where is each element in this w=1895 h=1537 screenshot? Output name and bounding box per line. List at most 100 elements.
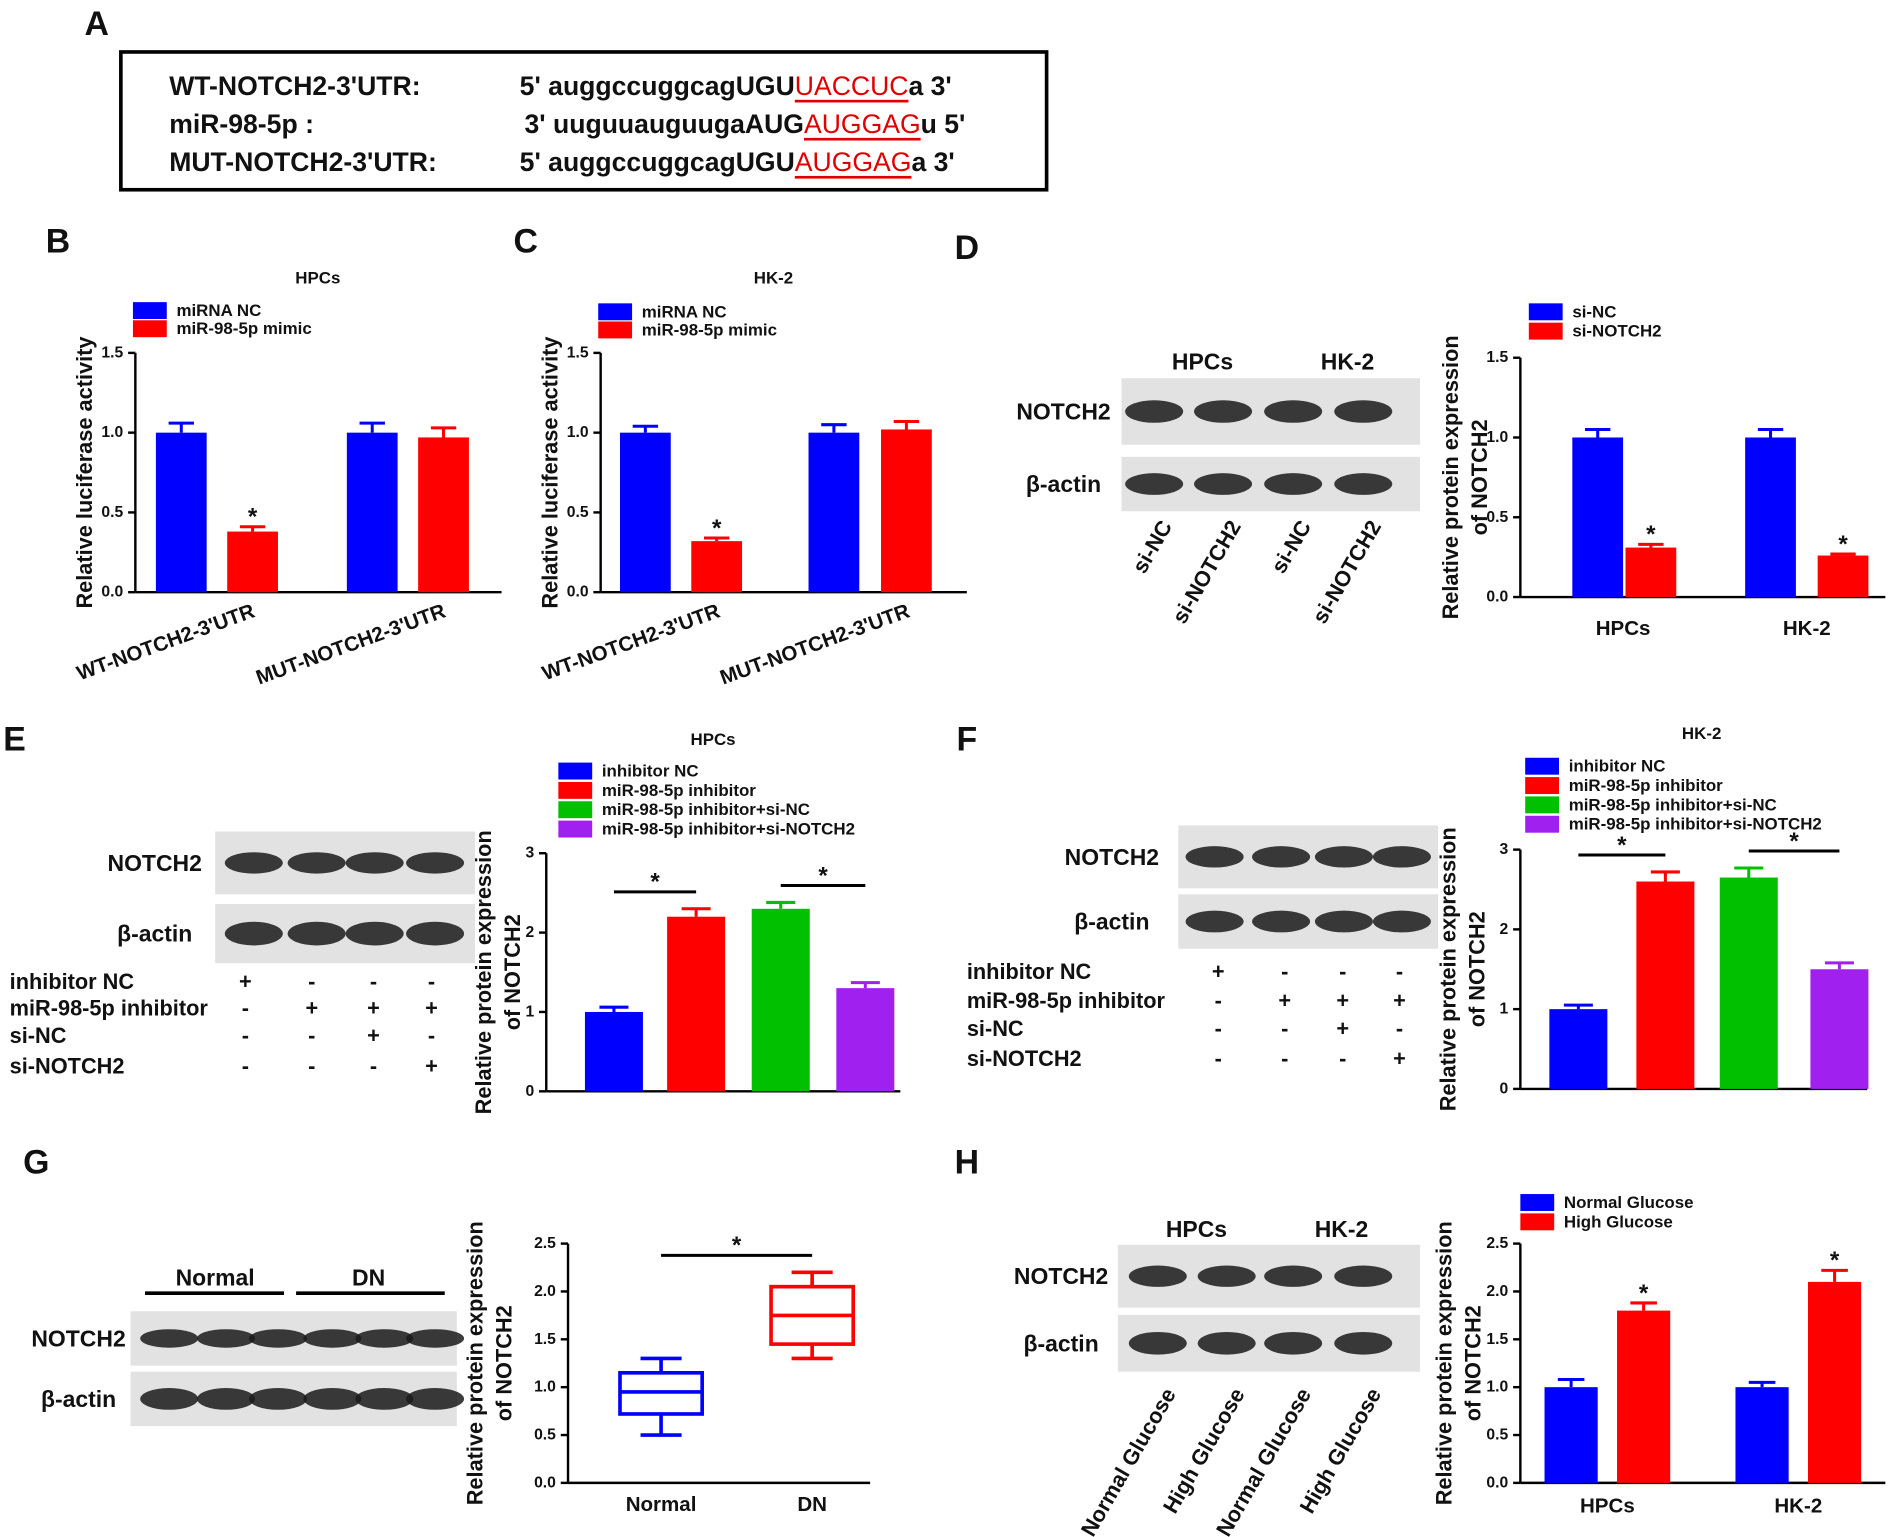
y-tick-label: 2.5 <box>534 1235 556 1252</box>
y-tick-label: 0 <box>1500 1080 1509 1097</box>
blot-band <box>1314 910 1373 933</box>
sequence-part: 5' auggccuggcagUGU <box>520 147 795 177</box>
legend-label: miR-98-5p inhibitor+si-NOTCH2 <box>602 820 855 839</box>
error-bar <box>430 426 457 438</box>
sequence-label: WT-NOTCH2-3'UTR: <box>169 71 420 101</box>
sequence: 5' auggccuggcagUGUAUGGAGa 3' <box>520 147 955 177</box>
row-label: β-actin <box>1074 909 1149 935</box>
error-bar <box>632 424 659 433</box>
error-bar <box>1821 1268 1848 1282</box>
condition-sign: - <box>1215 988 1222 1013</box>
y-axis-label: Relative protein expression <box>1432 1221 1457 1505</box>
blot-band <box>1128 1331 1187 1355</box>
blot-band <box>196 1329 256 1348</box>
error-bar <box>766 900 796 909</box>
blot-band <box>1372 846 1431 868</box>
y-tick-label: 1.5 <box>101 344 123 361</box>
legend-swatch <box>1525 815 1560 833</box>
bar <box>1617 1310 1671 1483</box>
bar <box>619 432 671 593</box>
y-axis-label: Relative luciferase activity <box>72 337 97 609</box>
condition-label: si-NC <box>967 1016 1024 1041</box>
legend-label: miR-98-5p mimic <box>176 319 311 338</box>
blot-band <box>345 921 404 946</box>
bar <box>1572 437 1624 598</box>
y-tick-label: 1.5 <box>1486 349 1508 366</box>
y-tick-label: 1.5 <box>534 1331 556 1348</box>
bar <box>1719 877 1778 1089</box>
condition-sign: - <box>242 1023 249 1048</box>
y-tick-label: 0.0 <box>101 584 123 601</box>
lane-label: si-NC <box>1266 516 1316 578</box>
bar <box>1810 969 1869 1089</box>
legend-swatch <box>558 820 593 838</box>
sequence: 5' auggccuggcagUGUUACCUCa 3' <box>520 71 952 101</box>
blot-band <box>1334 400 1393 423</box>
y-tick-label: 1.0 <box>101 424 123 441</box>
condition-sign: + <box>367 995 380 1020</box>
sequence: 3' uuguuauguugaAUGAUGGAGu 5' <box>525 109 966 139</box>
blot-band <box>1264 400 1323 423</box>
y-tick-label: 1.0 <box>534 1379 556 1396</box>
y-tick-label: 2.5 <box>1486 1235 1508 1252</box>
y-tick-label: 2 <box>525 924 534 941</box>
legend-label: si-NOTCH2 <box>1572 322 1661 341</box>
legend-label: miR-98-5p mimic <box>642 320 777 339</box>
error-bar <box>1824 961 1854 970</box>
blot-band <box>1264 1331 1323 1355</box>
legend-label: Normal Glucose <box>1564 1193 1694 1212</box>
y-axis-label: of NOTCH2 <box>500 914 525 1030</box>
blot-band <box>140 1388 199 1410</box>
bar <box>881 429 932 593</box>
panel-letter: B <box>46 223 70 261</box>
y-tick-label: 0.5 <box>1486 1427 1508 1444</box>
blot-band <box>1264 473 1323 495</box>
significance-label: * <box>1646 521 1656 548</box>
significance-label: * <box>818 862 828 889</box>
condition-sign: + <box>1336 988 1349 1013</box>
y-tick-label: 2 <box>1500 921 1509 938</box>
condition-sign: - <box>1339 959 1346 984</box>
blot-band <box>355 1329 414 1348</box>
significance-label: * <box>712 515 722 542</box>
legend-swatch <box>558 801 593 819</box>
bar <box>808 432 860 593</box>
legend-swatch <box>132 302 167 320</box>
condition-sign: - <box>308 1053 315 1078</box>
bar <box>1549 1009 1608 1089</box>
legend-label: miR-98-5p inhibitor <box>602 781 756 800</box>
x-tick-label: HK-2 <box>1774 1494 1822 1517</box>
y-tick-label: 0 <box>525 1083 534 1100</box>
condition-sign: + <box>1393 988 1406 1013</box>
whisker <box>640 1356 682 1373</box>
y-axis-label: of NOTCH2 <box>491 1305 516 1421</box>
bar <box>1625 547 1677 598</box>
bar <box>346 432 398 593</box>
bar <box>1544 1387 1598 1483</box>
condition-sign: + <box>1278 988 1291 1013</box>
blot-band <box>287 921 346 946</box>
legend-swatch <box>1520 1213 1555 1231</box>
condition-sign: - <box>308 969 315 994</box>
blot-band <box>1314 846 1373 868</box>
row-label: β-actin <box>1023 1330 1098 1356</box>
error-bar <box>850 981 880 989</box>
sequence-part: a 3' <box>911 147 954 177</box>
condition-label: miR-98-5p inhibitor <box>967 988 1166 1013</box>
condition-sign: - <box>1281 959 1288 984</box>
blot-band <box>355 1388 414 1410</box>
error-bar <box>1585 428 1611 438</box>
error-bar <box>1830 552 1856 556</box>
legend-label: miRNA NC <box>642 302 727 321</box>
blot-band <box>1252 846 1311 868</box>
condition-sign: - <box>242 995 249 1020</box>
y-axis-label: Relative protein expression <box>471 830 496 1114</box>
panel-letter: A <box>84 5 108 43</box>
blot-band <box>196 1388 256 1410</box>
condition-label: si-NC <box>10 1023 67 1048</box>
blot-band <box>248 1329 307 1348</box>
chart-title: HK-2 <box>1682 724 1721 743</box>
y-tick-label: 0.5 <box>567 504 589 521</box>
row-label: NOTCH2 <box>1016 399 1110 425</box>
blot-band <box>248 1388 307 1410</box>
